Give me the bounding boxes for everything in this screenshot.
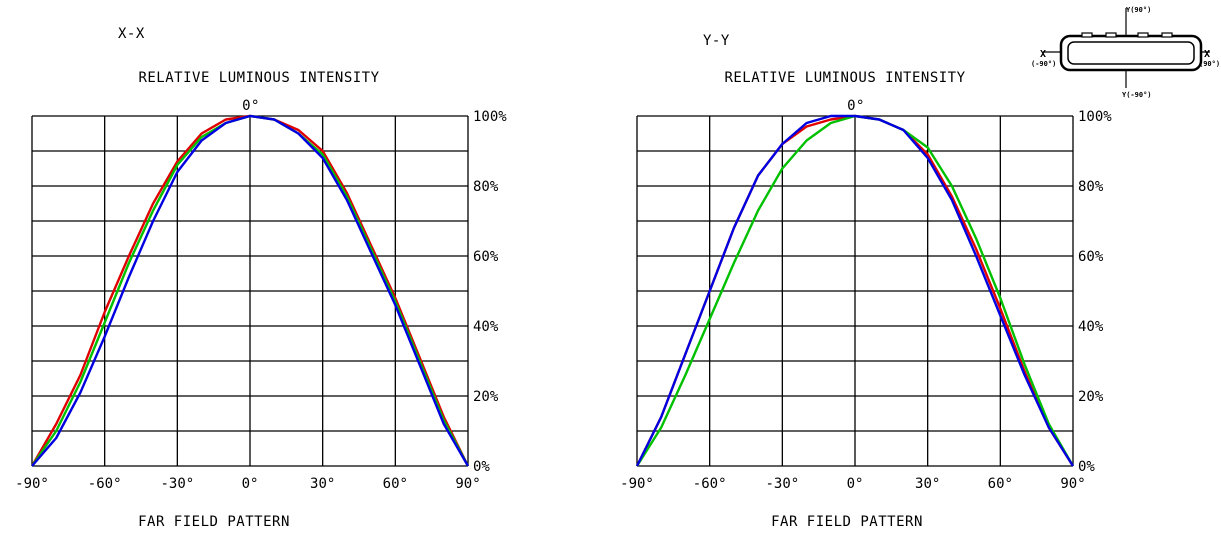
y-tick-label: 100% (473, 109, 507, 125)
y-tick-label: 40% (1078, 319, 1104, 335)
series-line-3 (635, 114, 1075, 467)
x-left-sub-label: (-90°) (1031, 60, 1056, 68)
y-tick-label: 40% (473, 319, 499, 335)
y-bottom-label: Y(-90°) (1122, 91, 1152, 99)
view-label-x-x: X-X (118, 26, 145, 42)
chart-panel-x-x: X-X RELATIVE LUMINOUS INTENSITY 0° -90° -… (15, 26, 507, 530)
chart-panel-y-y: Y-Y RELATIVE LUMINOUS INTENSITY 0° -90° -… (620, 33, 1112, 530)
x-tick-label: 30° (310, 476, 335, 492)
x-tick-label: 60° (988, 476, 1013, 492)
x-tick-label: -30° (160, 476, 194, 492)
x-right-sub-label: (90°) (1199, 60, 1220, 68)
plot-curves-x-x (30, 114, 470, 467)
x-tick-label: 60° (383, 476, 408, 492)
y-tick-labels-y-y: 0% 20% 40% 60% 80% 100% (1078, 109, 1112, 475)
chart-title-y-y: RELATIVE LUMINOUS INTENSITY (724, 70, 965, 86)
y-tick-label: 80% (1078, 179, 1104, 195)
y-tick-label: 20% (1078, 389, 1104, 405)
plot-grid-y-y (636, 115, 1074, 467)
x-tick-label: 90° (1060, 476, 1085, 492)
x-left-label: X (1040, 49, 1046, 60)
y-tick-label: 60% (1078, 249, 1104, 265)
top-angle-label-x-x: 0° (242, 98, 260, 114)
y-tick-label: 20% (473, 389, 499, 405)
x-axis-label-y-y: FAR FIELD PATTERN (771, 514, 923, 530)
y-tick-label: 0% (473, 459, 490, 475)
x-tick-labels-y-y: -90° -60° -30° 0° 30° 60° 90° (620, 476, 1086, 492)
y-tick-label: 100% (1078, 109, 1112, 125)
chart-title-x-x: RELATIVE LUMINOUS INTENSITY (138, 70, 379, 86)
x-tick-label: -60° (693, 476, 727, 492)
y-tick-label: 60% (473, 249, 499, 265)
x-right-label: X (1204, 49, 1210, 60)
x-tick-label: -30° (765, 476, 799, 492)
x-tick-label: 0° (847, 476, 864, 492)
y-tick-label: 80% (473, 179, 499, 195)
led-lens-outline (1067, 41, 1195, 65)
plot-curves-y-y (635, 114, 1075, 467)
x-tick-label: -90° (15, 476, 49, 492)
top-angle-label-y-y: 0° (847, 98, 865, 114)
x-tick-labels-x-x: -90° -60° -30° 0° 30° 60° 90° (15, 476, 481, 492)
view-label-y-y: Y-Y (703, 33, 730, 49)
y-tick-label: 0% (1078, 459, 1095, 475)
x-axis-label-x-x: FAR FIELD PATTERN (138, 514, 290, 530)
x-tick-label: -90° (620, 476, 654, 492)
x-tick-label: 90° (455, 476, 480, 492)
series-line-3 (31, 114, 470, 467)
led-package-outline (1059, 34, 1203, 72)
led-orientation-diagram: Y(90°) Y(-90°) X (-90°) X (90°) (1031, 6, 1220, 99)
x-tick-label: 0° (242, 476, 259, 492)
y-tick-labels-x-x: 0% 20% 40% 60% 80% 100% (473, 109, 507, 475)
plot-grid-x-x (31, 115, 469, 467)
x-tick-label: -60° (88, 476, 122, 492)
led-pad-tabs (1081, 32, 1173, 38)
y-top-label: Y(90°) (1126, 6, 1151, 14)
x-tick-label: 30° (915, 476, 940, 492)
